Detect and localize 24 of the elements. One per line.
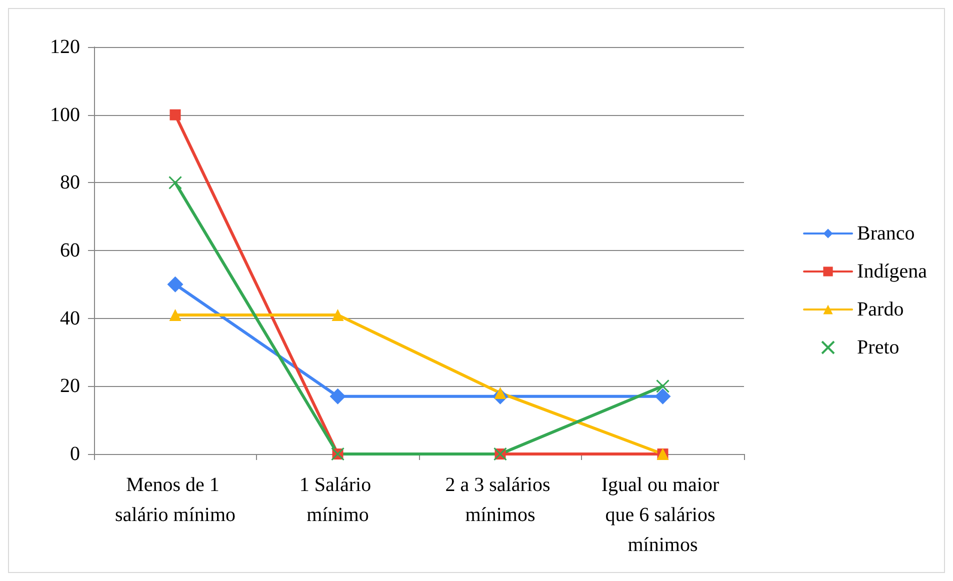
x-tick-label: 2 a 3 salários mínimos bbox=[445, 474, 556, 526]
point bbox=[168, 176, 182, 190]
point bbox=[656, 379, 670, 393]
y-tick-label: 20 bbox=[60, 375, 80, 398]
x-tick-label: 1 Salário mínimo bbox=[299, 474, 376, 526]
legend-label: Pardo bbox=[857, 298, 904, 320]
point bbox=[170, 109, 181, 120]
point bbox=[169, 308, 182, 321]
point bbox=[330, 388, 346, 404]
y-tick-label: 100 bbox=[50, 104, 80, 126]
legend-label: Branco bbox=[857, 222, 915, 244]
y-tick-label: 60 bbox=[60, 240, 80, 262]
legend-label: Indígena bbox=[857, 260, 928, 282]
point bbox=[654, 388, 671, 404]
y-tick-label: 120 bbox=[50, 36, 80, 58]
legend-label: Preto bbox=[857, 336, 900, 358]
point bbox=[494, 386, 506, 399]
x-tick-label: Menos de 1 salário mínimo bbox=[114, 474, 236, 526]
x-tick-label: Igual ou maior que 6 salários mínimos bbox=[601, 474, 724, 556]
y-tick-label: 40 bbox=[60, 307, 80, 330]
y-tick-label: 0 bbox=[70, 443, 80, 465]
y-tick-label: 80 bbox=[60, 172, 80, 194]
point bbox=[167, 276, 184, 292]
point bbox=[332, 308, 344, 321]
